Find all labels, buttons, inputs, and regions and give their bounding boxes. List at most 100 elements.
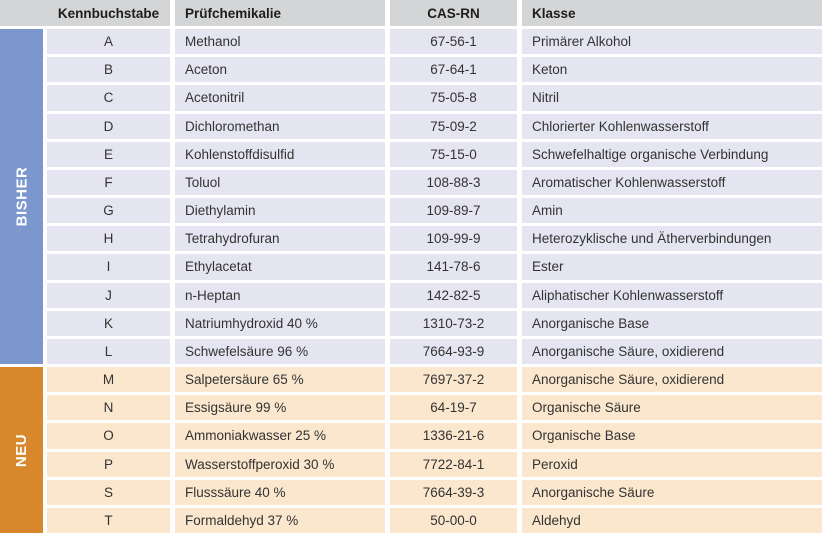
cell-kennbuchstabe: T bbox=[47, 507, 170, 533]
group-band-bisher: BISHER bbox=[0, 29, 43, 364]
table-row: L Schwefelsäure 96 % 7664-93-9 Anorganis… bbox=[47, 338, 822, 365]
cell-cas-rn: 1336-21-6 bbox=[390, 423, 517, 449]
column-separator bbox=[517, 0, 522, 26]
cell-klasse: Ester bbox=[522, 254, 822, 280]
cell-cas-rn: 67-56-1 bbox=[390, 29, 517, 55]
cell-klasse: Schwefelhaltige organische Verbindung bbox=[522, 141, 822, 167]
cell-pruefchemikalie: Schwefelsäure 96 % bbox=[175, 338, 385, 365]
table-row: G Diethylamin 109-89-7 Amin bbox=[47, 198, 822, 224]
table-row: T Formaldehyd 37 % 50-00-0 Aldehyd bbox=[47, 507, 822, 533]
cell-klasse: Heterozyklische und Ätherverbindungen bbox=[522, 226, 822, 252]
table-row: K Natriumhydroxid 40 % 1310-73-2 Anorgan… bbox=[47, 310, 822, 336]
cell-pruefchemikalie: Salpetersäure 65 % bbox=[175, 367, 385, 393]
column-header-kennbuchstabe: Kennbuchstabe bbox=[47, 0, 170, 26]
cell-kennbuchstabe: S bbox=[47, 479, 170, 505]
cell-klasse: Organische Base bbox=[522, 423, 822, 449]
cell-kennbuchstabe: B bbox=[47, 57, 170, 83]
cell-pruefchemikalie: Dichloromethan bbox=[175, 113, 385, 139]
group-band-neu: NEU bbox=[0, 367, 43, 533]
column-separator bbox=[170, 0, 175, 26]
table-body: A Methanol 67-56-1 Primärer Alkohol B Ac… bbox=[47, 29, 822, 533]
cell-pruefchemikalie: Essigsäure 99 % bbox=[175, 395, 385, 421]
cell-kennbuchstabe: O bbox=[47, 423, 170, 449]
cell-kennbuchstabe: H bbox=[47, 226, 170, 252]
cell-kennbuchstabe: J bbox=[47, 282, 170, 308]
group-band-neu-label: NEU bbox=[12, 433, 30, 467]
table-row: B Aceton 67-64-1 Keton bbox=[47, 57, 822, 83]
cell-cas-rn: 7664-39-3 bbox=[390, 479, 517, 505]
cell-pruefchemikalie: Wasserstoffperoxid 30 % bbox=[175, 451, 385, 477]
table-row: S Flusssäure 40 % 7664-39-3 Anorganische… bbox=[47, 479, 822, 505]
table-header-row: Kennbuchstabe Prüfchemikalie CAS-RN Klas… bbox=[0, 0, 822, 26]
cell-klasse: Anorganische Base bbox=[522, 310, 822, 336]
cell-pruefchemikalie: Diethylamin bbox=[175, 198, 385, 224]
cell-pruefchemikalie: Aceton bbox=[175, 57, 385, 83]
cell-klasse: Anorganische Säure, oxidierend bbox=[522, 338, 822, 365]
table-row: P Wasserstoffperoxid 30 % 7722-84-1 Pero… bbox=[47, 451, 822, 477]
table-row: O Ammoniakwasser 25 % 1336-21-6 Organisc… bbox=[47, 423, 822, 449]
cell-pruefchemikalie: Formaldehyd 37 % bbox=[175, 507, 385, 533]
cell-cas-rn: 67-64-1 bbox=[390, 57, 517, 83]
cell-klasse: Aliphatischer Kohlenwasserstoff bbox=[522, 282, 822, 308]
cell-pruefchemikalie: Natriumhydroxid 40 % bbox=[175, 310, 385, 336]
cell-pruefchemikalie: Tetrahydrofuran bbox=[175, 226, 385, 252]
cell-pruefchemikalie: Kohlenstoffdisulfid bbox=[175, 141, 385, 167]
cell-cas-rn: 64-19-7 bbox=[390, 395, 517, 421]
table-row: F Toluol 108-88-3 Aromatischer Kohlenwas… bbox=[47, 169, 822, 196]
cell-cas-rn: 109-89-7 bbox=[390, 198, 517, 224]
table-row: H Tetrahydrofuran 109-99-9 Heterozyklisc… bbox=[47, 226, 822, 252]
cell-cas-rn: 7722-84-1 bbox=[390, 451, 517, 477]
cell-klasse: Chlorierter Kohlenwasserstoff bbox=[522, 113, 822, 139]
table-row: D Dichloromethan 75-09-2 Chlorierter Koh… bbox=[47, 113, 822, 139]
cell-klasse: Primärer Alkohol bbox=[522, 29, 822, 55]
cell-klasse: Amin bbox=[522, 198, 822, 224]
cell-kennbuchstabe: N bbox=[47, 395, 170, 421]
table-row: M Salpetersäure 65 % 7697-37-2 Anorganis… bbox=[47, 367, 822, 393]
cell-pruefchemikalie: Ethylacetat bbox=[175, 254, 385, 280]
cell-klasse: Nitril bbox=[522, 85, 822, 111]
cell-cas-rn: 109-99-9 bbox=[390, 226, 517, 252]
cell-pruefchemikalie: Toluol bbox=[175, 169, 385, 196]
cell-klasse: Organische Säure bbox=[522, 395, 822, 421]
cell-klasse: Aldehyd bbox=[522, 507, 822, 533]
cell-pruefchemikalie: Methanol bbox=[175, 29, 385, 55]
cell-cas-rn: 108-88-3 bbox=[390, 169, 517, 196]
cell-cas-rn: 141-78-6 bbox=[390, 254, 517, 280]
table-row: J n-Heptan 142-82-5 Aliphatischer Kohlen… bbox=[47, 282, 822, 308]
cell-klasse: Anorganische Säure, oxidierend bbox=[522, 367, 822, 393]
cell-kennbuchstabe: I bbox=[47, 254, 170, 280]
cell-cas-rn: 75-09-2 bbox=[390, 113, 517, 139]
column-separator bbox=[385, 0, 390, 26]
cell-kennbuchstabe: G bbox=[47, 198, 170, 224]
group-band-bisher-label: BISHER bbox=[13, 166, 30, 227]
cell-cas-rn: 7697-37-2 bbox=[390, 367, 517, 393]
column-header-klasse: Klasse bbox=[522, 0, 822, 26]
table-row: E Kohlenstoffdisulfid 75-15-0 Schwefelha… bbox=[47, 141, 822, 167]
column-header-cas-rn: CAS-RN bbox=[390, 0, 517, 26]
cell-kennbuchstabe: M bbox=[47, 367, 170, 393]
cell-kennbuchstabe: F bbox=[47, 169, 170, 196]
cell-kennbuchstabe: L bbox=[47, 338, 170, 365]
cell-klasse: Aromatischer Kohlenwasserstoff bbox=[522, 169, 822, 196]
cell-kennbuchstabe: A bbox=[47, 29, 170, 55]
column-header-pruefchemikalie: Prüfchemikalie bbox=[175, 0, 385, 26]
cell-cas-rn: 7664-93-9 bbox=[390, 338, 517, 365]
table-row: C Acetonitril 75-05-8 Nitril bbox=[47, 85, 822, 111]
cell-cas-rn: 50-00-0 bbox=[390, 507, 517, 533]
header-corner-spacer bbox=[0, 0, 47, 26]
cell-kennbuchstabe: K bbox=[47, 310, 170, 336]
cell-pruefchemikalie: Ammoniakwasser 25 % bbox=[175, 423, 385, 449]
cell-klasse: Keton bbox=[522, 57, 822, 83]
cell-cas-rn: 142-82-5 bbox=[390, 282, 517, 308]
cell-kennbuchstabe: E bbox=[47, 141, 170, 167]
table-row: A Methanol 67-56-1 Primärer Alkohol bbox=[47, 29, 822, 55]
cell-kennbuchstabe: C bbox=[47, 85, 170, 111]
cell-pruefchemikalie: Acetonitril bbox=[175, 85, 385, 111]
cell-pruefchemikalie: Flusssäure 40 % bbox=[175, 479, 385, 505]
table-row: I Ethylacetat 141-78-6 Ester bbox=[47, 254, 822, 280]
cell-kennbuchstabe: P bbox=[47, 451, 170, 477]
cell-cas-rn: 75-15-0 bbox=[390, 141, 517, 167]
cell-kennbuchstabe: D bbox=[47, 113, 170, 139]
cell-cas-rn: 75-05-8 bbox=[390, 85, 517, 111]
